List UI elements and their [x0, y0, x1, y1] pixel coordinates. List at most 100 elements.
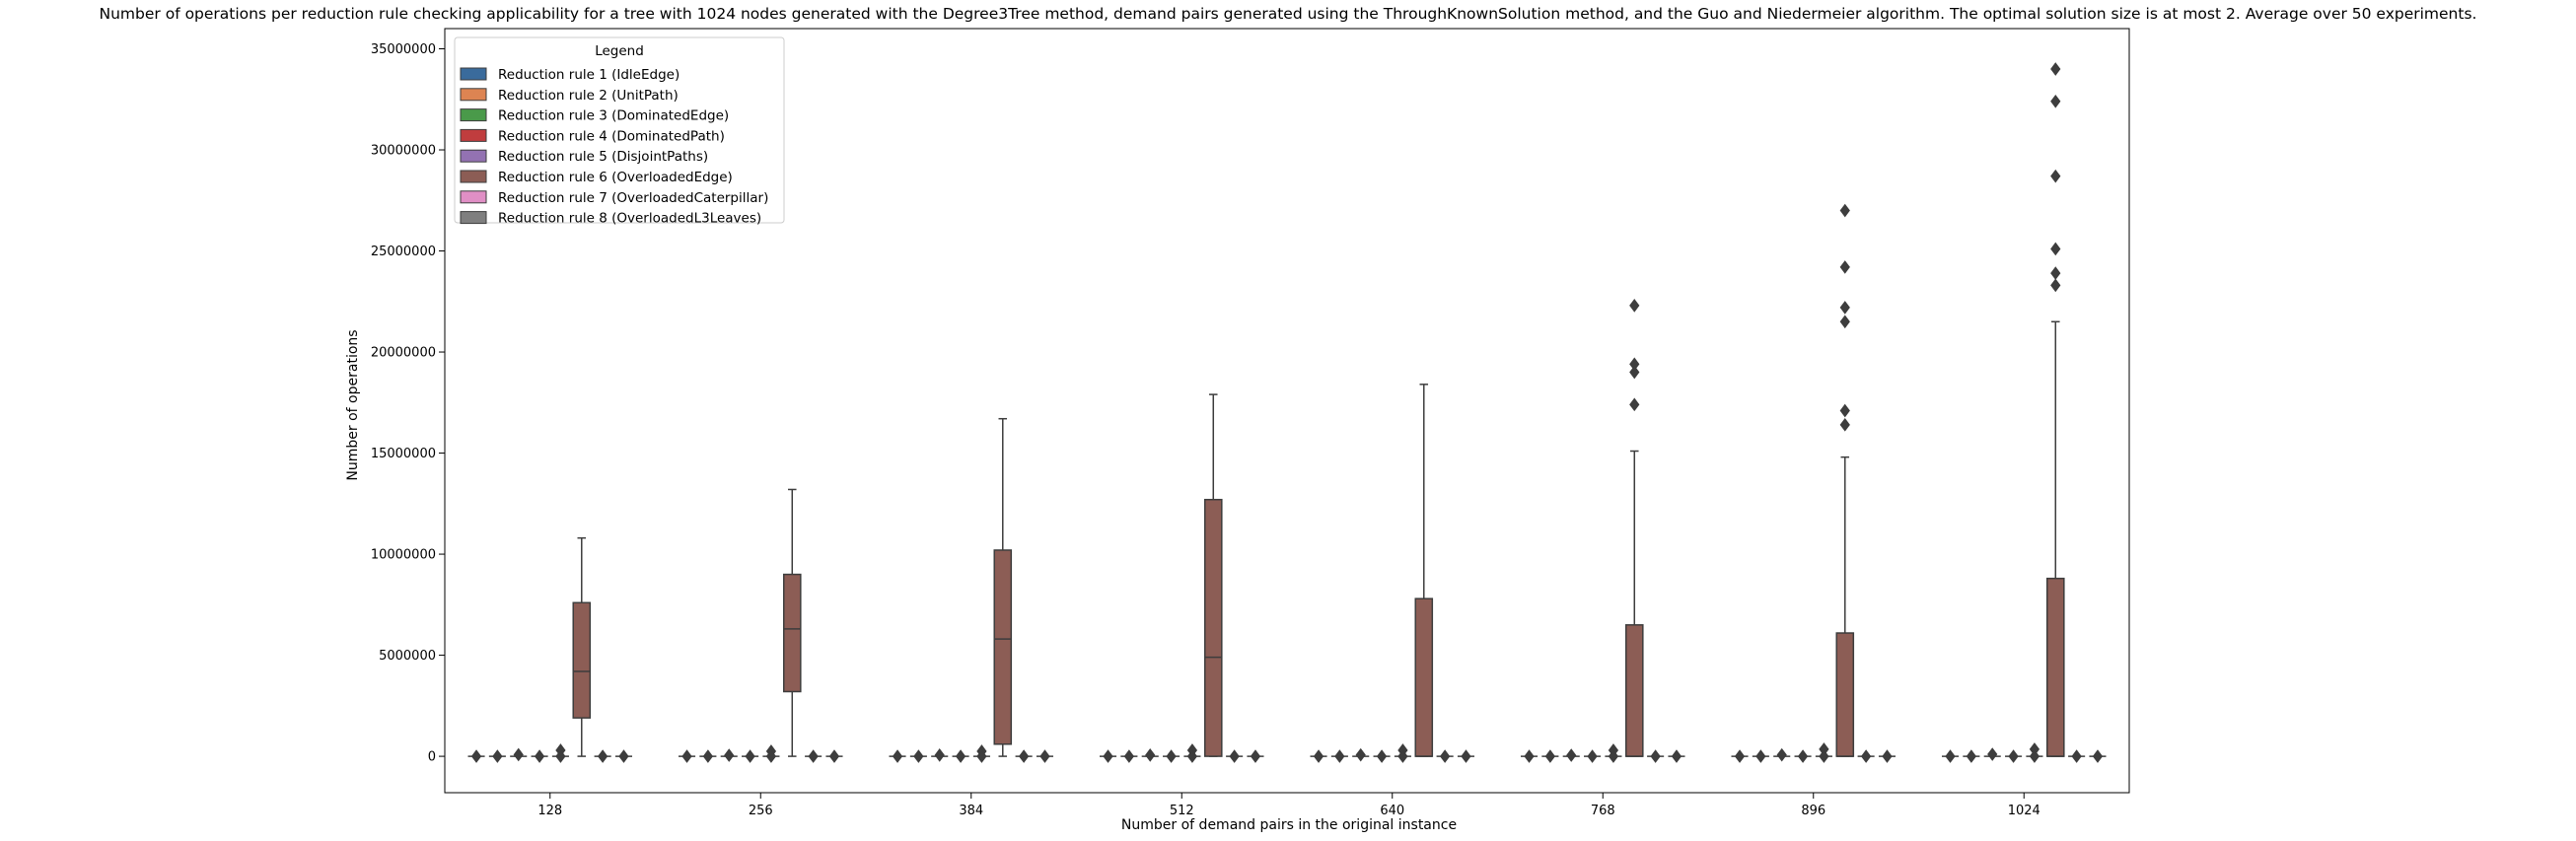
outlier-point — [1776, 747, 1787, 762]
box-rule6 — [572, 601, 592, 719]
outlier-point — [1123, 749, 1134, 763]
legend-swatch — [460, 108, 487, 122]
outlier-point — [2071, 749, 2082, 763]
outlier-point — [1145, 748, 1156, 762]
outlier-point — [1334, 749, 1345, 763]
plot-frame — [444, 28, 2130, 794]
outlier-point — [1566, 748, 1577, 762]
outlier-point — [1839, 403, 1850, 418]
y-tick-label: 15000000 — [371, 447, 436, 461]
legend-entry: Reduction rule 7 (OverloadedCaterpillar) — [498, 190, 768, 206]
outlier-point — [1819, 749, 1829, 763]
outlier-point — [1186, 749, 1198, 763]
outlier-point — [2050, 62, 2061, 76]
y-tick-label: 20000000 — [371, 346, 436, 361]
legend-entry: Reduction rule 8 (OverloadedL3Leaves) — [498, 211, 761, 227]
legend-swatch — [460, 170, 487, 183]
box-rule6 — [1414, 597, 1434, 757]
outlier-point — [1608, 749, 1619, 763]
outlier-point — [913, 749, 924, 763]
outlier-point — [892, 749, 903, 763]
outlier-point — [1229, 749, 1240, 763]
box-rule6 — [1624, 624, 1644, 757]
legend-title: Legend — [595, 43, 644, 59]
outlier-point — [492, 749, 503, 763]
outlier-point — [1861, 749, 1872, 763]
y-tick-label: 25000000 — [371, 245, 436, 259]
outlier-point — [955, 749, 966, 763]
outlier-point — [1629, 397, 1640, 412]
outlier-point — [1671, 749, 1682, 763]
outlier-point — [1313, 749, 1324, 763]
legend-entry: Reduction rule 6 (OverloadedEdge) — [498, 170, 733, 185]
box-rule6 — [993, 549, 1013, 745]
outlier-point — [2050, 94, 2061, 108]
outlier-point — [2050, 266, 2061, 280]
legend-swatch — [460, 211, 487, 225]
outlier-point — [1629, 357, 1640, 372]
outlier-point — [2050, 242, 2061, 256]
outlier-point — [1987, 747, 1998, 761]
outlier-point — [1650, 749, 1661, 763]
outlier-point — [598, 749, 608, 763]
outlier-point — [724, 748, 735, 762]
legend-entry: Reduction rule 1 (IdleEdge) — [498, 67, 680, 83]
y-tick-label: 0 — [428, 750, 436, 765]
chart-title: Number of operations per reduction rule … — [99, 5, 2477, 23]
outlier-point — [1019, 749, 1030, 763]
outlier-point — [934, 748, 945, 762]
outlier-point — [765, 749, 777, 763]
outlier-point — [1629, 299, 1640, 313]
y-tick-label: 30000000 — [371, 144, 436, 159]
outlier-point — [1440, 749, 1451, 763]
legend: Legend Reduction rule 1 (IdleEdge) Reducti… — [454, 36, 785, 227]
outlier-point — [1839, 203, 1850, 218]
outlier-point — [976, 749, 987, 763]
outlier-point — [618, 749, 629, 763]
outlier-point — [1734, 749, 1746, 763]
legend-entry: Reduction rule 5 (DisjointPaths) — [498, 149, 708, 165]
outlier-point — [1755, 749, 1766, 763]
y-tick-label: 5000000 — [379, 649, 436, 664]
box-rule6 — [1835, 632, 1855, 757]
outlier-point — [1355, 747, 1366, 762]
outlier-point — [1039, 749, 1050, 763]
legend-entry: Reduction rule 3 (DominatedEdge) — [498, 108, 729, 124]
outlier-point — [2050, 169, 2061, 183]
legend-swatch — [460, 67, 487, 81]
outlier-point — [1397, 749, 1408, 763]
outlier-point — [1839, 301, 1850, 315]
y-axis-label: Number of operations — [345, 329, 361, 480]
outlier-point — [1166, 749, 1177, 763]
outlier-point — [2092, 749, 2104, 763]
outlier-point — [1839, 315, 1850, 329]
outlier-point — [1966, 749, 1976, 763]
legend-swatch — [460, 190, 487, 204]
outlier-point — [1945, 749, 1956, 763]
x-tick-label: 256 — [749, 804, 773, 818]
outlier-point — [745, 749, 755, 763]
outlier-point — [1103, 749, 1113, 763]
y-tick-label: 35000000 — [371, 42, 436, 57]
outlier-point — [2008, 749, 2019, 763]
outlier-point — [1250, 749, 1261, 763]
outlier-point — [808, 749, 819, 763]
outlier-point — [1839, 260, 1850, 274]
legend-entry: Reduction rule 2 (UnitPath) — [498, 88, 679, 104]
x-axis-label: Number of demand pairs in the original i… — [1121, 817, 1457, 833]
outlier-point — [681, 749, 692, 763]
outlier-point — [1839, 418, 1850, 432]
outlier-point — [534, 749, 545, 763]
outlier-point — [470, 749, 482, 763]
outlier-point — [1544, 749, 1555, 763]
x-tick-label: 896 — [1801, 804, 1825, 818]
outlier-point — [555, 749, 566, 763]
x-tick-label: 384 — [959, 804, 983, 818]
outlier-point — [2029, 749, 2040, 763]
x-tick-label: 128 — [537, 804, 562, 818]
outlier-point — [2050, 278, 2061, 293]
x-tick-label: 1024 — [2008, 804, 2040, 818]
legend-entry: Reduction rule 4 (DominatedPath) — [498, 128, 725, 144]
legend-swatch — [460, 88, 487, 102]
x-tick-label: 768 — [1591, 804, 1615, 818]
